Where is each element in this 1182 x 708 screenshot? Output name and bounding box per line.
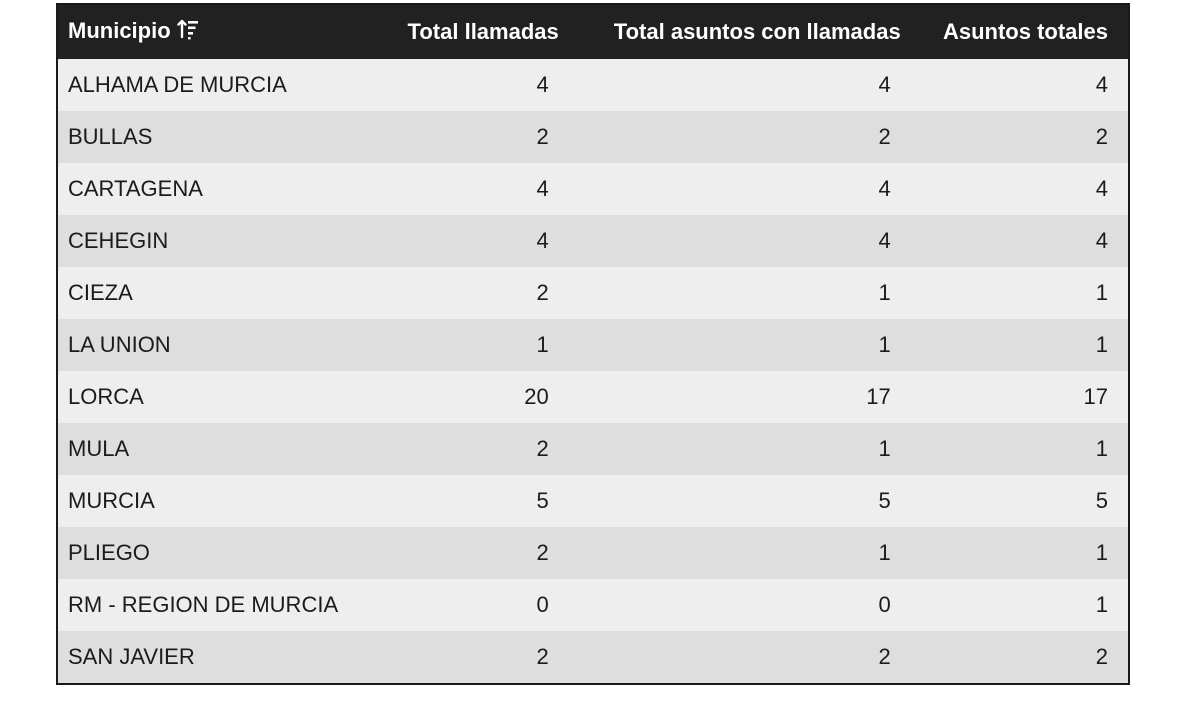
- cell-total-llamadas: 2: [536, 436, 549, 461]
- table-row: PLIEGO 2 1 1: [58, 527, 1128, 579]
- cell-total-llamadas: 0: [536, 592, 549, 617]
- cell-municipio: BULLAS: [68, 124, 153, 149]
- header-row: Municipio Total llamadas Total asuntos c…: [58, 5, 1128, 59]
- cell-total-llamadas: 4: [536, 176, 549, 201]
- header-municipio-label: Municipio: [68, 18, 171, 43]
- cell-total-llamadas: 2: [536, 124, 549, 149]
- cell-municipio: CIEZA: [68, 280, 133, 305]
- table-row: SAN JAVIER 2 2 2: [58, 631, 1128, 683]
- municipio-table: Municipio Total llamadas Total asuntos c…: [58, 5, 1128, 683]
- cell-total-asuntos-con-llamadas: 0: [878, 592, 891, 617]
- cell-total-asuntos-con-llamadas: 5: [878, 488, 891, 513]
- cell-total-llamadas: 20: [524, 384, 549, 409]
- cell-asuntos-totales: 4: [1095, 72, 1108, 97]
- cell-total-llamadas: 2: [536, 644, 549, 669]
- cell-municipio: CARTAGENA: [68, 176, 203, 201]
- cell-total-asuntos-con-llamadas: 1: [878, 280, 891, 305]
- table-row: CARTAGENA 4 4 4: [58, 163, 1128, 215]
- cell-asuntos-totales: 4: [1095, 228, 1108, 253]
- table-row: MULA 2 1 1: [58, 423, 1128, 475]
- cell-total-asuntos-con-llamadas: 4: [878, 72, 891, 97]
- cell-asuntos-totales: 2: [1095, 124, 1108, 149]
- cell-asuntos-totales: 1: [1095, 436, 1108, 461]
- cell-asuntos-totales: 17: [1083, 384, 1108, 409]
- cell-total-llamadas: 4: [536, 72, 549, 97]
- table-header: Municipio Total llamadas Total asuntos c…: [58, 5, 1128, 59]
- cell-total-llamadas: 2: [536, 540, 549, 565]
- cell-asuntos-totales: 4: [1095, 176, 1108, 201]
- cell-municipio: SAN JAVIER: [68, 644, 195, 669]
- cell-total-asuntos-con-llamadas: 1: [878, 436, 891, 461]
- table-row: LORCA 20 17 17: [58, 371, 1128, 423]
- cell-total-asuntos-con-llamadas: 1: [878, 540, 891, 565]
- cell-asuntos-totales: 1: [1095, 540, 1108, 565]
- table-row: CEHEGIN 4 4 4: [58, 215, 1128, 267]
- cell-municipio: MURCIA: [68, 488, 155, 513]
- cell-municipio: ALHAMA DE MURCIA: [68, 72, 287, 97]
- cell-asuntos-totales: 1: [1095, 332, 1108, 357]
- cell-municipio: RM - REGION DE MURCIA: [68, 592, 339, 617]
- cell-total-llamadas: 2: [536, 280, 549, 305]
- cell-municipio: LORCA: [68, 384, 144, 409]
- table-row: ALHAMA DE MURCIA 4 4 4: [58, 59, 1128, 111]
- cell-total-asuntos-con-llamadas: 4: [878, 176, 891, 201]
- cell-total-asuntos-con-llamadas: 2: [878, 644, 891, 669]
- header-total-asuntos-con-llamadas[interactable]: Total asuntos con llamadas: [613, 19, 901, 44]
- cell-municipio: LA UNION: [68, 332, 171, 357]
- cell-municipio: PLIEGO: [68, 540, 150, 565]
- cell-total-llamadas: 5: [536, 488, 549, 513]
- table-row: RM - REGION DE MURCIA 0 0 1: [58, 579, 1128, 631]
- data-table-container: Municipio Total llamadas Total asuntos c…: [56, 3, 1130, 685]
- cell-total-asuntos-con-llamadas: 2: [878, 124, 891, 149]
- table-row: CIEZA 2 1 1: [58, 267, 1128, 319]
- cell-asuntos-totales: 5: [1095, 488, 1108, 513]
- cell-asuntos-totales: 2: [1095, 644, 1108, 669]
- header-total-llamadas[interactable]: Total llamadas: [407, 19, 559, 44]
- sort-ascending-icon[interactable]: [176, 18, 199, 46]
- table-row: LA UNION 1 1 1: [58, 319, 1128, 371]
- cell-municipio: CEHEGIN: [68, 228, 169, 253]
- cell-asuntos-totales: 1: [1095, 592, 1108, 617]
- header-municipio[interactable]: Municipio: [58, 5, 378, 59]
- cell-total-llamadas: 4: [536, 228, 549, 253]
- cell-total-llamadas: 1: [536, 332, 549, 357]
- table-row: BULLAS 2 2 2: [58, 111, 1128, 163]
- table-body: ALHAMA DE MURCIA 4 4 4 BULLAS 2 2 2 CARTAGENA 4 4 4…: [58, 59, 1128, 683]
- cell-total-asuntos-con-llamadas: 17: [866, 384, 891, 409]
- cell-asuntos-totales: 1: [1095, 280, 1108, 305]
- cell-total-asuntos-con-llamadas: 4: [878, 228, 891, 253]
- cell-total-asuntos-con-llamadas: 1: [878, 332, 891, 357]
- header-asuntos-totales[interactable]: Asuntos totales: [942, 19, 1108, 44]
- table-row: MURCIA 5 5 5: [58, 475, 1128, 527]
- cell-municipio: MULA: [68, 436, 130, 461]
